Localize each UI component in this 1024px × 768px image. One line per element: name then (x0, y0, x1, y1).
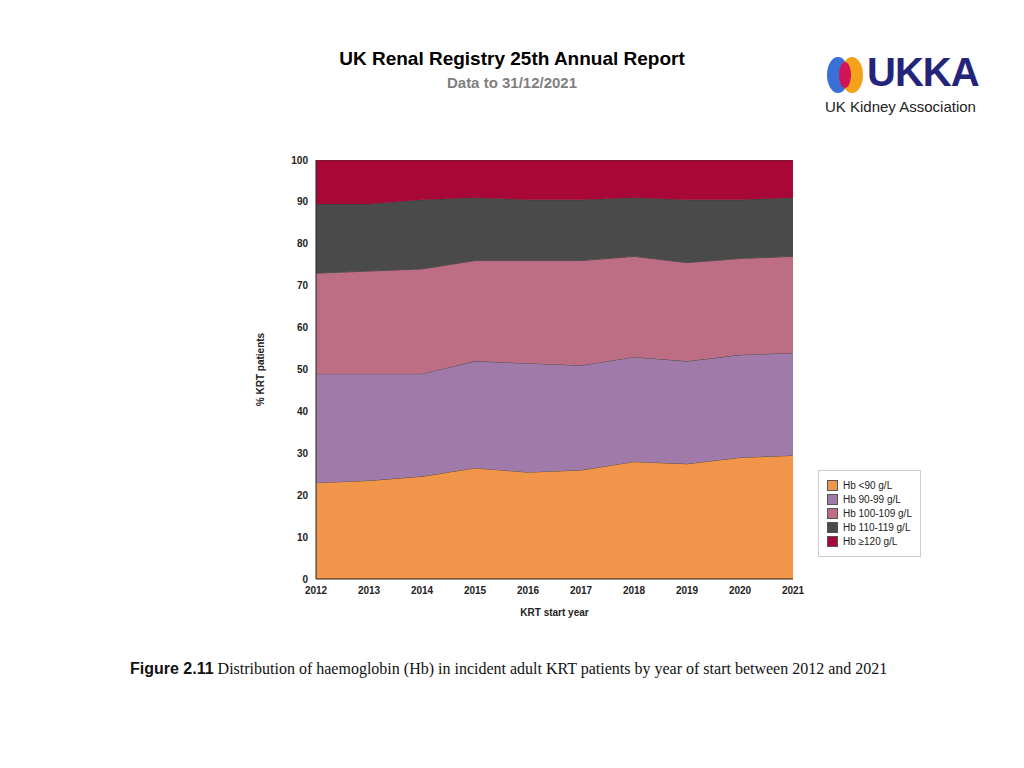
svg-text:2016: 2016 (517, 585, 540, 596)
html-text:Hb 90-99 g/L: Hb 90-99 g/L (843, 494, 901, 505)
html-text:Hb ≥120 g/L: Hb ≥120 g/L (843, 536, 898, 547)
svg-text:50: 50 (297, 364, 309, 375)
svg-text:2017: 2017 (570, 585, 593, 596)
html-text:Figure 2.11 Distribution of ha: Figure 2.11 Distribution of haemoglobin … (130, 660, 888, 677)
svg-text:KRT start year: KRT start year (520, 607, 588, 618)
svg-text:2014: 2014 (411, 585, 434, 596)
svg-text:20: 20 (297, 490, 309, 501)
svg-text:100: 100 (291, 155, 308, 166)
html-text:UK Kidney Association: UK Kidney Association (825, 98, 976, 115)
svg-text:2020: 2020 (729, 585, 752, 596)
html-text:Hb <90 g/L: Hb <90 g/L (843, 480, 893, 491)
svg-text:0: 0 (302, 574, 308, 585)
svg-text:2015: 2015 (464, 585, 487, 596)
html-text:Hb 110-119 g/L: Hb 110-119 g/L (843, 522, 911, 533)
svg-text:2021: 2021 (782, 585, 805, 596)
svg-text:10: 10 (297, 532, 309, 543)
svg-text:2013: 2013 (358, 585, 381, 596)
html-text:UKKA: UKKA (867, 50, 979, 94)
svg-text:2012: 2012 (305, 585, 328, 596)
svg-text:2018: 2018 (623, 585, 646, 596)
svg-text:30: 30 (297, 448, 309, 459)
svg-text:60: 60 (297, 322, 309, 333)
html-text:Hb 100-109 g/L: Hb 100-109 g/L (843, 508, 912, 519)
svg-text:80: 80 (297, 238, 309, 249)
svg-text:70: 70 (297, 280, 309, 291)
svg-text:90: 90 (297, 196, 309, 207)
svg-text:% KRT patients: % KRT patients (255, 332, 266, 406)
svg-text:40: 40 (297, 406, 309, 417)
html-text:Data to 31/12/2021: Data to 31/12/2021 (447, 74, 577, 91)
html-text:UK Renal Registry 25th Annual: UK Renal Registry 25th Annual Report (339, 48, 685, 69)
svg-text:2019: 2019 (676, 585, 699, 596)
